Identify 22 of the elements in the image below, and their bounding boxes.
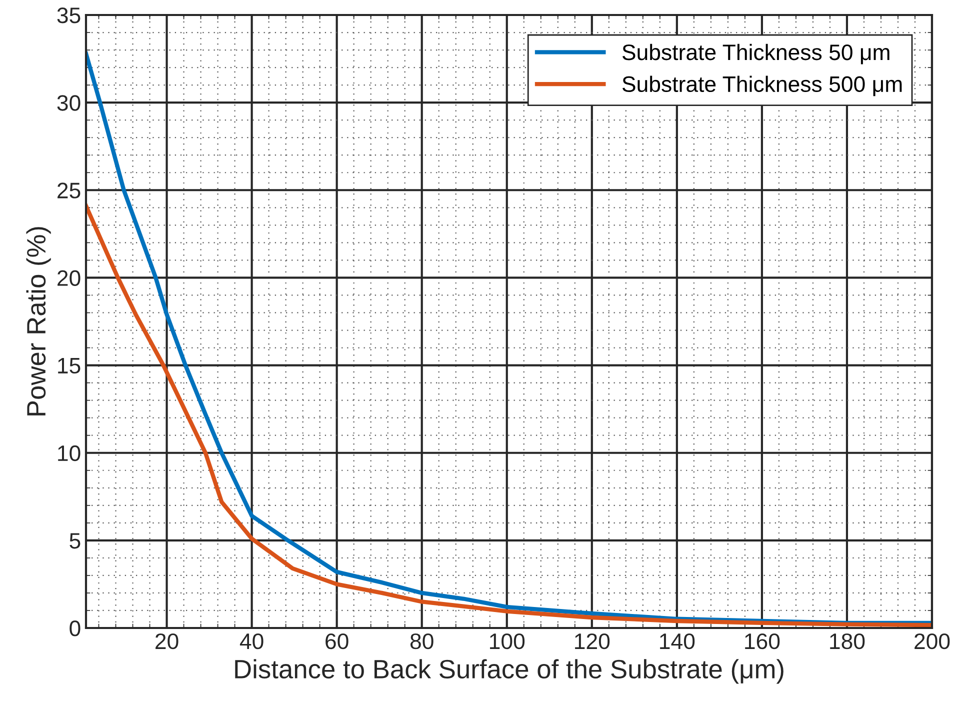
x-tick-label: 80 (410, 633, 434, 650)
y-tick-label: 30 (57, 95, 80, 111)
x-tick-label: 100 (490, 633, 525, 650)
legend-label: Substrate Thickness 50 μm (622, 44, 890, 64)
y-tick-label: 15 (58, 358, 80, 374)
legend-label: Substrate Thickness 500 μm (622, 76, 902, 96)
x-tick-label: 20 (156, 633, 178, 650)
y-tick-label: 35 (57, 8, 80, 24)
y-tick-label: 0 (70, 620, 80, 636)
y-tick-label: 25 (58, 182, 80, 198)
x-tick-label: 60 (326, 633, 348, 650)
x-tick-label: 40 (240, 633, 264, 650)
y-tick-label: 10 (58, 445, 80, 462)
y-tick-label: 20 (58, 270, 80, 286)
x-tick-label: 120 (575, 633, 610, 650)
x-axis-title: Distance to Back Surface of the Substrate (μm) (235, 659, 784, 684)
x-tick-label: 140 (660, 633, 695, 650)
x-tick-label: 180 (830, 633, 865, 650)
x-tick-label: 200 (914, 633, 950, 650)
y-tick-label: 5 (70, 533, 80, 549)
y-axis-title: Power Ratio (%) (26, 227, 51, 416)
x-tick-label: 160 (745, 633, 780, 650)
